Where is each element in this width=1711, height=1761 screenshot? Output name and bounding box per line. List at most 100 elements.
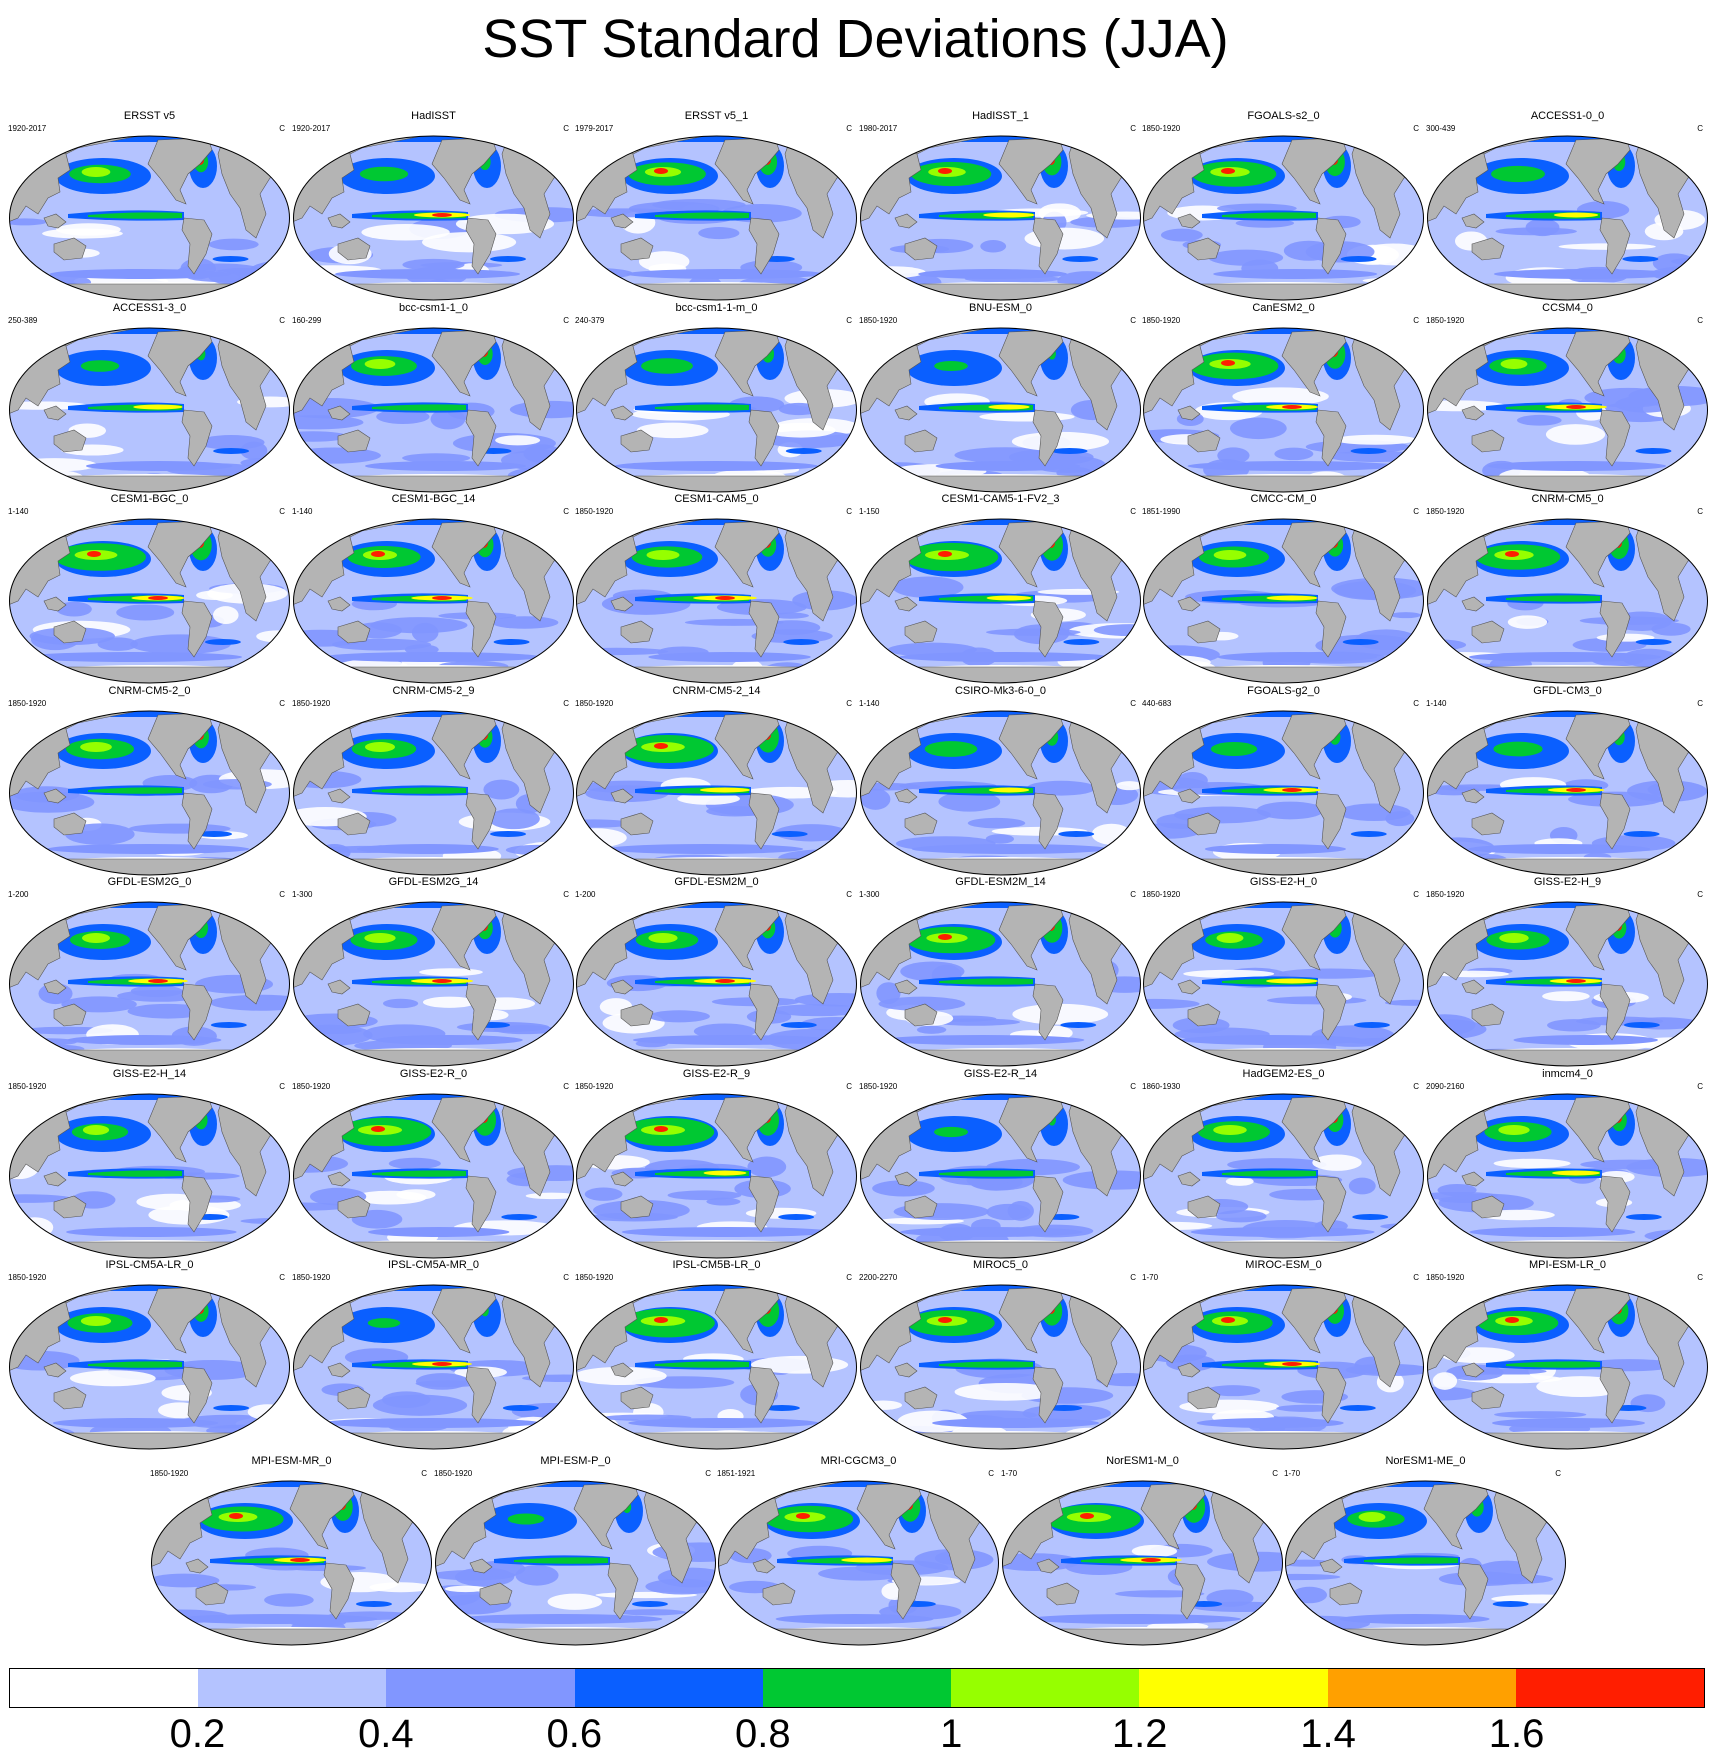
- colorbar-swatch: [1515, 1669, 1704, 1707]
- colorbar-swatch: [386, 1669, 575, 1707]
- sst-map: [293, 518, 574, 684]
- panel-access1-0-0: ACCESS1-0_0 300-439 C: [1426, 110, 1709, 302]
- sst-map: [1002, 1480, 1283, 1646]
- panel-period: 1850-1920: [575, 1273, 614, 1282]
- panel-bnu-esm-0: BNU-ESM_0 1850-1920 C: [859, 302, 1142, 494]
- panel-cesm1-cam5-1-fv2-3: CESM1-CAM5-1-FV2_3 1-150 C: [859, 493, 1142, 685]
- panel-period: 1-70: [1001, 1469, 1018, 1478]
- sst-map: [293, 901, 574, 1067]
- panel-unit: C: [563, 1082, 569, 1091]
- panel-unit: C: [846, 1082, 852, 1091]
- panel-noresm1-m-0: NorESM1-M_0 1-70 C: [1001, 1455, 1284, 1647]
- panel-period: 1-140: [859, 699, 880, 708]
- sst-map: [860, 710, 1141, 876]
- panel-period: 1920-2017: [292, 124, 331, 133]
- panel-name: IPSL-CM5A-MR_0: [387, 1259, 480, 1271]
- colorbar-tick-label: 1.2: [1111, 1712, 1168, 1756]
- panel-unit: C: [1130, 316, 1136, 325]
- sst-map: [860, 901, 1141, 1067]
- panel-cesm1-bgc-14: CESM1-BGC_14 1-140 C: [292, 493, 575, 685]
- panel-period: 1850-1920: [1142, 124, 1181, 133]
- panel-period: 2200-2270: [859, 1273, 898, 1282]
- panel-period: 1850-1920: [1426, 1273, 1465, 1282]
- panel-unit: C: [1413, 507, 1419, 516]
- panel-name: FGOALS-g2_0: [1247, 685, 1320, 697]
- panel-period: 1-300: [859, 890, 880, 899]
- panel-giss-e2-r-9: GISS-E2-R_9 1850-1920 C: [575, 1068, 858, 1260]
- panel-unit: C: [1130, 890, 1136, 899]
- panel-unit: C: [1413, 699, 1419, 708]
- panel-period: 1850-1920: [150, 1469, 189, 1478]
- panel-name: HadGEM2-ES_0: [1242, 1068, 1325, 1080]
- panel-name: CanESM2_0: [1252, 302, 1315, 314]
- sst-map: [1427, 710, 1708, 876]
- panel-period: 1850-1920: [575, 507, 614, 516]
- sst-map: [9, 327, 290, 493]
- panel-period: 1850-1920: [1426, 316, 1465, 325]
- colorbar-tick-label: 0.2: [169, 1712, 226, 1756]
- sst-map: [576, 901, 857, 1067]
- panel-hadgem2-es-0: HadGEM2-ES_0 1860-1930 C: [1142, 1068, 1425, 1260]
- colorbar-swatch: [951, 1669, 1140, 1707]
- panel-mpi-esm-lr-0: MPI-ESM-LR_0 1850-1920 C: [1426, 1259, 1709, 1451]
- panel-unit: C: [1697, 1273, 1703, 1282]
- panel-unit: C: [846, 316, 852, 325]
- panel-name: HadISST: [411, 110, 456, 122]
- panel-period: 1-200: [8, 890, 29, 899]
- panel-name: BNU-ESM_0: [969, 302, 1032, 314]
- panel-unit: C: [1697, 507, 1703, 516]
- panel-name: CNRM-CM5-2_9: [392, 685, 475, 697]
- panel-unit: C: [1130, 507, 1136, 516]
- panel-gfdl-esm2m-14: GFDL-ESM2M_14 1-300 C: [859, 876, 1142, 1068]
- sst-map: [1285, 1480, 1566, 1646]
- panel-name: MIROC5_0: [972, 1259, 1029, 1271]
- panel-inmcm4-0: inmcm4_0 2090-2160 C: [1426, 1068, 1709, 1260]
- sst-map: [1427, 901, 1708, 1067]
- panel-unit: C: [846, 124, 852, 133]
- panel-gfdl-esm2g-0: GFDL-ESM2G_0 1-200 C: [8, 876, 291, 1068]
- panel-period: 250-389: [8, 316, 38, 325]
- sst-map: [860, 1093, 1141, 1259]
- panel-name: ERSST v5_1: [684, 110, 749, 122]
- panel-unit: C: [279, 890, 285, 899]
- colorbar-tick-label: 0.8: [734, 1712, 791, 1756]
- panel-unit: C: [1130, 699, 1136, 708]
- panel-name: HadISST_1: [972, 110, 1029, 122]
- panel-unit: C: [846, 1273, 852, 1282]
- panel-period: 1-140: [8, 507, 29, 516]
- panel-hadisst: HadISST 1920-2017 C: [292, 110, 575, 302]
- panel-name: IPSL-CM5A-LR_0: [105, 1259, 194, 1271]
- colorbar: [9, 1668, 1705, 1708]
- panel-unit: C: [1130, 1082, 1136, 1091]
- panel-unit: C: [988, 1469, 994, 1478]
- panel-unit: C: [1697, 699, 1703, 708]
- sst-map: [293, 1284, 574, 1450]
- panel-unit: C: [1272, 1469, 1278, 1478]
- panel-mri-cgcm3-0: MRI-CGCM3_0 1851-1921 C: [717, 1455, 1000, 1647]
- sst-map: [576, 710, 857, 876]
- panel-unit: C: [1697, 1082, 1703, 1091]
- colorbar-swatch: [1139, 1669, 1328, 1707]
- sst-map: [293, 135, 574, 301]
- sst-map: [1427, 1093, 1708, 1259]
- panel-giss-e2-h-9: GISS-E2-H_9 1850-1920 C: [1426, 876, 1709, 1068]
- panel-unit: C: [279, 507, 285, 516]
- sst-map: [860, 518, 1141, 684]
- panel-fgoals-s2-0: FGOALS-s2_0 1850-1920 C: [1142, 110, 1425, 302]
- panel-ersst-v5: ERSST v5 1920-2017 C: [8, 110, 291, 302]
- sst-map: [1143, 327, 1424, 493]
- panel-period: 1850-1920: [1426, 507, 1465, 516]
- panel-unit: C: [1130, 124, 1136, 133]
- panel-name: GFDL-ESM2M_14: [955, 876, 1046, 888]
- panel-period: 1850-1920: [292, 699, 331, 708]
- panel-name: CESM1-BGC_0: [110, 493, 189, 505]
- panel-name: NorESM1-M_0: [1106, 1455, 1179, 1467]
- panel-miroc5-0: MIROC5_0 2200-2270 C: [859, 1259, 1142, 1451]
- panel-name: FGOALS-s2_0: [1247, 110, 1320, 122]
- panel-unit: C: [1697, 124, 1703, 133]
- sst-map: [860, 1284, 1141, 1450]
- panel-unit: C: [279, 124, 285, 133]
- panel-access1-3-0: ACCESS1-3_0 250-389 C: [8, 302, 291, 494]
- panel-name: GISS-E2-H_14: [112, 1068, 187, 1080]
- chart-title: SST Standard Deviations (JJA): [482, 9, 1229, 69]
